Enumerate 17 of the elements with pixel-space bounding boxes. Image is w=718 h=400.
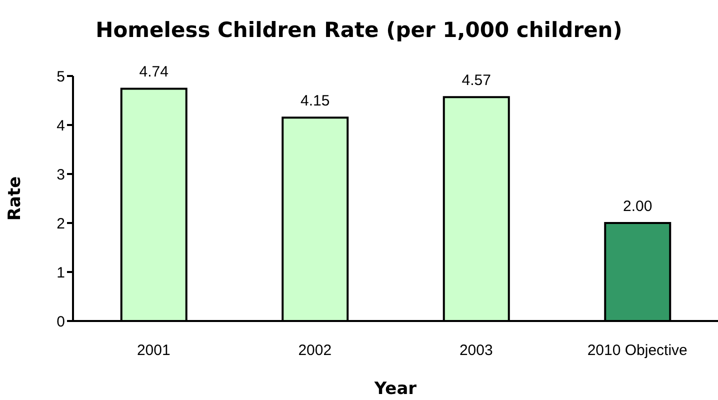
y-tick-label: 5 [56,68,65,86]
data-label: 4.74 [139,64,168,81]
x-axis-title: Year [373,379,418,399]
y-tick-label: 0 [56,313,65,330]
y-tick-label: 4 [56,117,65,134]
y-tick-label: 1 [56,264,65,282]
data-label: 2.00 [623,198,652,215]
x-tick-label: 2001 [136,342,170,359]
x-tick-label: 2002 [298,342,332,359]
data-label: 4.15 [300,92,330,110]
y-axis-title: Rate [5,176,26,221]
y-tick-label: 2 [56,215,65,232]
x-tick-label: 2003 [459,342,493,359]
x-tick-label: 2010 Objective [587,342,688,359]
chart-title: Homeless Children Rate (per 1,000 children) [96,18,622,42]
y-tick-label: 3 [56,166,65,184]
data-label: 4.57 [462,72,491,90]
